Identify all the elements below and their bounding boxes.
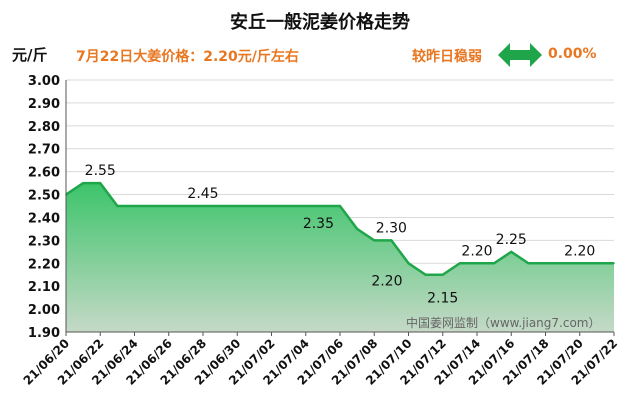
- y-tick-label: 1.90: [28, 326, 60, 341]
- data-point: [373, 239, 376, 242]
- y-tick-label: 2.00: [28, 303, 60, 318]
- y-tick-label: 2.10: [28, 280, 60, 295]
- data-point: [493, 262, 495, 265]
- y-tick-label: 2.20: [28, 257, 60, 272]
- y-tick-label: 2.70: [28, 143, 60, 158]
- double-arrow-icon: [498, 43, 542, 67]
- data-point: [356, 228, 358, 230]
- data-point: [202, 205, 204, 207]
- change-label: 较昨日稳弱: [412, 49, 482, 65]
- y-tick-label: 3.00: [28, 74, 60, 89]
- y-tick-label: 2.50: [28, 189, 60, 204]
- price-note: 7月22日大姜价格：2.20元/斤左右: [76, 49, 299, 65]
- data-point: [322, 205, 324, 207]
- data-point: [185, 205, 187, 207]
- data-point: [578, 262, 581, 265]
- data-point: [424, 273, 427, 276]
- data-point: [510, 251, 513, 253]
- data-point: [441, 273, 444, 276]
- data-point: [527, 262, 530, 265]
- data-point: [339, 205, 341, 207]
- data-point: [476, 262, 478, 265]
- data-point: [596, 262, 598, 265]
- watermark: 中国姜网监制（www.jiang7.com）: [406, 315, 600, 330]
- data-point: [287, 205, 290, 207]
- change-value: 0.00%: [548, 46, 597, 62]
- y-tick-label: 2.90: [28, 97, 60, 112]
- y-tick-label: 2.60: [28, 166, 60, 181]
- data-label: 2.35: [303, 216, 334, 232]
- data-point: [544, 262, 547, 265]
- data-point: [253, 205, 256, 207]
- data-point: [236, 205, 239, 207]
- data-label: 2.20: [371, 273, 402, 289]
- data-label: 2.30: [376, 220, 407, 236]
- data-label: 2.20: [564, 243, 595, 259]
- chart-title: 安丘一般泥姜价格走势: [230, 12, 410, 33]
- data-point: [82, 182, 84, 184]
- data-label: 2.45: [187, 186, 218, 202]
- data-point: [304, 205, 307, 207]
- data-label: 2.20: [461, 243, 492, 259]
- data-point: [459, 262, 461, 265]
- y-tick-label: 2.40: [28, 211, 60, 226]
- data-point: [116, 205, 119, 207]
- data-point: [561, 262, 564, 265]
- unit-label: 元/斤: [12, 46, 48, 64]
- data-point: [407, 262, 410, 265]
- data-label: 2.25: [496, 232, 527, 248]
- data-point: [99, 182, 102, 184]
- data-point: [150, 205, 153, 207]
- data-point: [167, 205, 170, 207]
- data-point: [390, 239, 393, 242]
- y-tick-label: 2.80: [28, 120, 60, 135]
- data-point: [219, 205, 221, 207]
- data-label: 2.15: [427, 291, 458, 307]
- data-point: [613, 262, 615, 265]
- y-tick-label: 2.30: [28, 234, 60, 249]
- data-label: 2.55: [85, 163, 116, 179]
- data-point: [133, 205, 136, 207]
- data-point: [270, 205, 273, 207]
- price-area: [66, 183, 614, 332]
